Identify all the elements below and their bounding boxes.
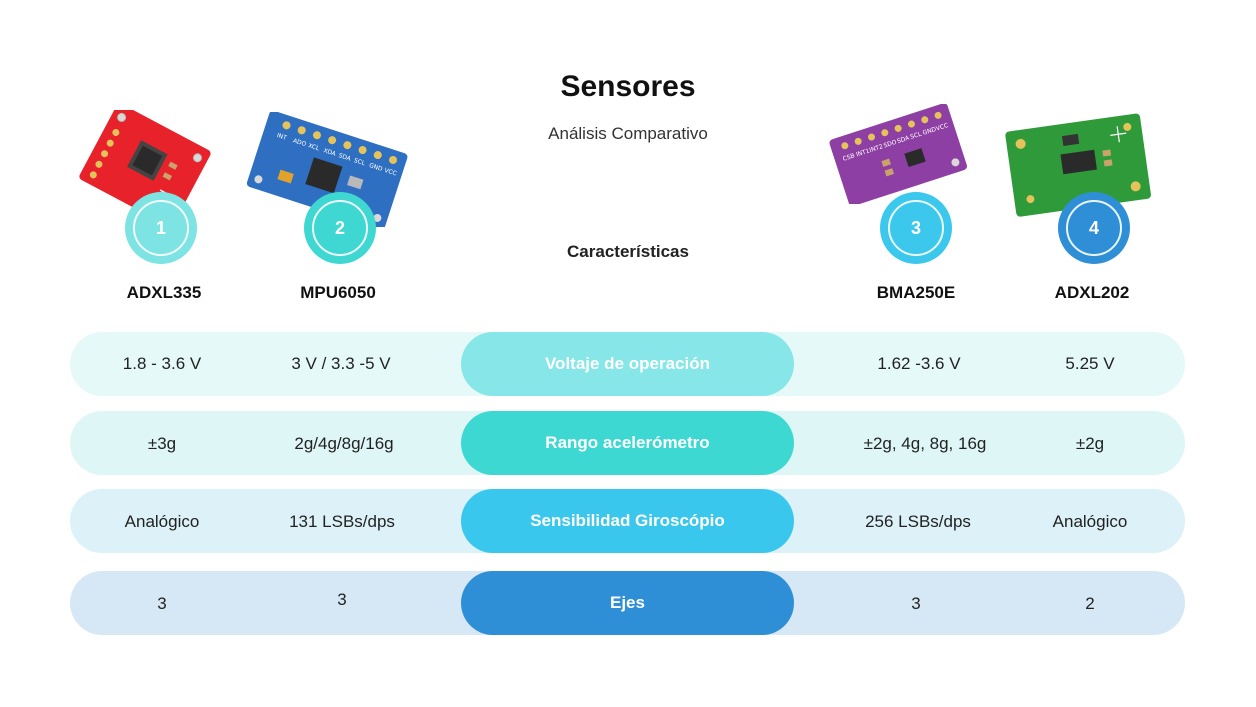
mpu-pin-label: XCL <box>307 142 320 152</box>
bma-pin-label: SDO <box>883 139 898 150</box>
bma-pin-label: INT2 <box>869 143 884 154</box>
value-mpu6050-accel-range: 2g/4g/8g/16g <box>294 434 394 453</box>
bma-pin-label: SCL <box>909 130 923 140</box>
mpu-pin-label: ADO <box>292 137 307 148</box>
value-bma250e-accel-range: ±2g, 4g, 8g, 16g <box>863 434 987 453</box>
sensor-badge-4: 4 <box>1058 192 1130 264</box>
mpu-pin-label: GND <box>368 162 384 173</box>
bma-pin-label: INT1 <box>855 147 870 158</box>
sensor-number-4: 4 <box>1066 200 1122 256</box>
bma-pin-label: SDA <box>896 134 911 145</box>
sensor-image-bma250e: CSB INT1 INT2 SDO SDA SCL GND VCC <box>822 104 972 204</box>
characteristics-heading: Características <box>567 242 689 261</box>
sensor-name-mpu6050: MPU6050 <box>300 283 376 302</box>
value-adxl202-axes: 2 <box>1085 594 1095 613</box>
value-adxl202-accel-range: ±2g <box>1075 434 1105 453</box>
sensor-image-mpu6050: INT ADO XCL XDA SDA SCL GND VCC <box>245 112 410 227</box>
feature-pill-axes: Ejes <box>461 571 794 635</box>
feature-pill-accel-range: Rango acelerómetro <box>461 411 794 475</box>
value-mpu6050-gyro-sensitivity: 131 LSBs/dps <box>289 512 395 531</box>
sensor-badge-1: 1 <box>125 192 197 264</box>
mpu-pin-label: XDA <box>322 147 337 158</box>
value-adxl335-voltage: 1.8 - 3.6 V <box>122 354 202 373</box>
mpu-pin-label: INT <box>276 132 288 142</box>
sensor-badge-2: 2 <box>304 192 376 264</box>
value-adxl335-axes: 3 <box>157 594 167 613</box>
value-adxl335-accel-range: ±3g <box>147 434 177 453</box>
bma-pin-label: CSB <box>842 152 856 162</box>
value-mpu6050-axes: 3 <box>337 590 347 609</box>
sensor-image-adxl202 <box>1004 112 1154 217</box>
page-title: Sensores <box>560 70 696 103</box>
bma-pin-label: GND <box>922 126 938 137</box>
sensor-name-adxl202: ADXL202 <box>1054 283 1130 302</box>
feature-pill-voltage: Voltaje de operación <box>461 332 794 396</box>
feature-pill-gyro-sensitivity: Sensibilidad Giroscópio <box>461 489 794 553</box>
value-adxl335-gyro-sensitivity: Analógico <box>124 512 200 531</box>
sensor-badge-3: 3 <box>880 192 952 264</box>
sensor-number-3: 3 <box>888 200 944 256</box>
mpu-pin-label: VCC <box>383 167 397 178</box>
sensor-number-2: 2 <box>312 200 368 256</box>
sensor-name-bma250e: BMA250E <box>876 283 956 302</box>
value-adxl202-voltage: 5.25 V <box>1065 354 1115 373</box>
value-bma250e-voltage: 1.62 -3.6 V <box>877 354 961 373</box>
value-bma250e-gyro-sensitivity: 256 LSBs/dps <box>865 512 971 531</box>
mpu-pin-label: SCL <box>353 157 367 167</box>
value-mpu6050-voltage: 3 V / 3.3 -5 V <box>291 354 391 373</box>
value-bma250e-axes: 3 <box>911 594 921 613</box>
sensor-number-1: 1 <box>133 200 189 256</box>
sensor-name-adxl335: ADXL335 <box>126 283 202 302</box>
mpu-pin-label: SDA <box>338 152 353 163</box>
bma-pin-label: VCC <box>935 122 949 133</box>
value-adxl202-gyro-sensitivity: Analógico <box>1052 512 1128 531</box>
page-subtitle: Análisis Comparativo <box>548 124 708 143</box>
